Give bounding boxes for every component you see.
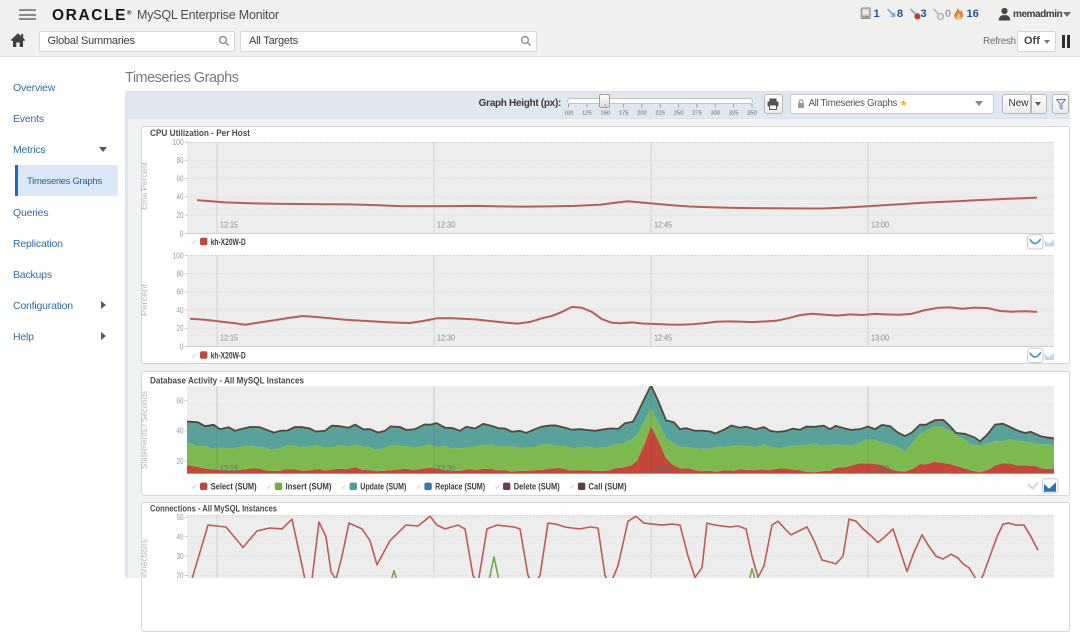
svg-text:kh-X20W-D: kh-X20W-D — [211, 237, 246, 247]
svg-text:12:45: 12:45 — [654, 221, 672, 230]
svg-text:✓: ✓ — [494, 483, 500, 492]
svg-text:✓: ✓ — [569, 483, 575, 492]
svg-text:✓: ✓ — [191, 238, 197, 247]
svg-text:✓: ✓ — [341, 483, 347, 492]
svg-text:Connections - All MySQL Instan: Connections - All MySQL Instances — [150, 504, 277, 515]
svg-text:125: 125 — [582, 111, 592, 117]
svg-text:✓: ✓ — [266, 483, 272, 492]
svg-text:350: 350 — [747, 111, 757, 117]
svg-text:13:00: 13:00 — [871, 464, 889, 473]
svg-text:Statements / Seconds: Statements / Seconds — [139, 391, 149, 469]
svg-text:Database Activity - All MySQL: Database Activity - All MySQL Instances — [150, 376, 304, 387]
svg-text:kh-X20W-D: kh-X20W-D — [211, 350, 246, 360]
svg-text:Select (SUM): Select (SUM) — [211, 482, 257, 492]
svg-text:13:00: 13:00 — [871, 221, 889, 230]
svg-text:100: 100 — [173, 138, 184, 147]
svg-text:Update (SUM): Update (SUM) — [360, 482, 406, 492]
svg-text:150: 150 — [600, 111, 610, 117]
svg-text:100: 100 — [173, 251, 184, 260]
svg-text:20: 20 — [177, 457, 184, 466]
svg-text:12:15: 12:15 — [220, 221, 238, 230]
svg-text:CPU Utilization - Per Host: CPU Utilization - Per Host — [150, 128, 251, 139]
svg-text:12:30: 12:30 — [437, 334, 455, 343]
svg-text:✓: ✓ — [191, 351, 197, 360]
svg-text:12:45: 12:45 — [654, 464, 672, 473]
svg-text:275: 275 — [692, 111, 702, 117]
svg-text:40: 40 — [177, 533, 184, 542]
svg-text:13:00: 13:00 — [871, 334, 889, 343]
svg-text:Delete (SUM): Delete (SUM) — [514, 482, 560, 492]
svg-text:0: 0 — [180, 342, 184, 351]
svg-text:60: 60 — [177, 396, 184, 405]
svg-text:200: 200 — [637, 111, 647, 117]
svg-text:50: 50 — [177, 513, 184, 522]
svg-text:100: 100 — [565, 111, 573, 117]
svg-text:✓: ✓ — [416, 483, 422, 492]
svg-text:20: 20 — [177, 571, 184, 578]
svg-text:250: 250 — [674, 111, 684, 117]
svg-text:Percent: Percent — [139, 283, 149, 316]
svg-text:300: 300 — [710, 111, 720, 117]
svg-text:80: 80 — [177, 156, 184, 165]
svg-text:Call (SUM): Call (SUM) — [589, 482, 627, 492]
svg-text:60: 60 — [177, 288, 184, 297]
svg-text:325: 325 — [729, 111, 739, 117]
svg-text:12:30: 12:30 — [437, 221, 455, 230]
svg-text:12:15: 12:15 — [220, 334, 238, 343]
svg-text:20: 20 — [177, 324, 184, 333]
svg-text:Insert (SUM): Insert (SUM) — [286, 482, 332, 492]
svg-text:✓: ✓ — [191, 483, 197, 492]
svg-text:80: 80 — [177, 270, 184, 279]
svg-text:225: 225 — [655, 111, 665, 117]
svg-text:12:45: 12:45 — [654, 334, 672, 343]
svg-text:12:30: 12:30 — [437, 464, 455, 473]
svg-text:Connections: Connections — [139, 539, 149, 578]
svg-text:40: 40 — [177, 193, 184, 202]
svg-text:40: 40 — [177, 306, 184, 315]
svg-text:12:15: 12:15 — [220, 464, 238, 473]
svg-text:20: 20 — [177, 211, 184, 220]
svg-text:175: 175 — [619, 111, 629, 117]
svg-text:60: 60 — [177, 174, 184, 183]
svg-text:Replace (SUM): Replace (SUM) — [435, 482, 485, 492]
svg-text:0: 0 — [180, 229, 184, 238]
svg-text:Ema Percent: Ema Percent — [139, 161, 149, 210]
svg-text:30: 30 — [177, 552, 184, 561]
svg-text:40: 40 — [177, 427, 184, 436]
